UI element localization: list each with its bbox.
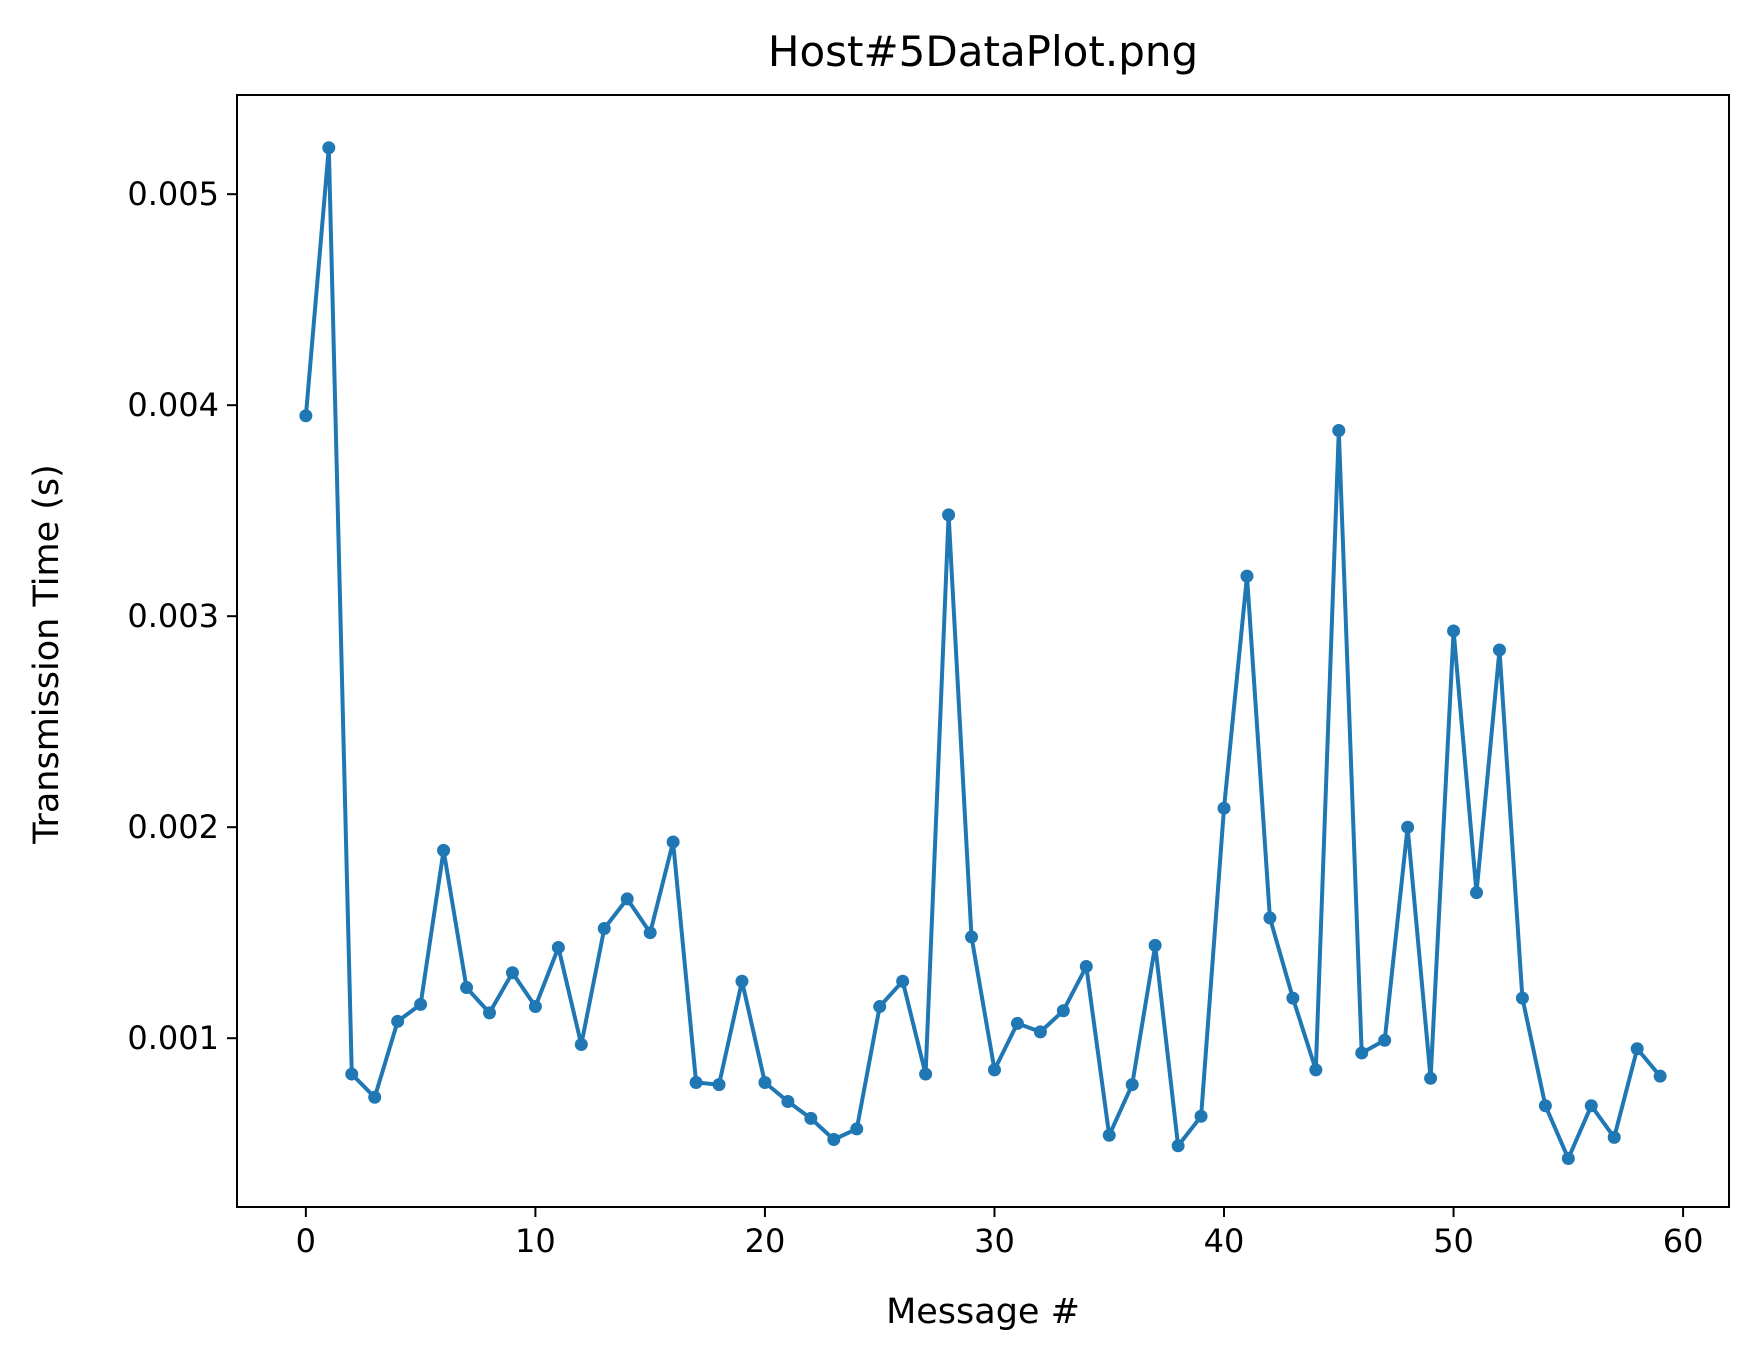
plot-area-frame <box>236 94 1730 1208</box>
y-tick-label: 0.004 <box>127 386 219 424</box>
data-point <box>1194 1109 1208 1123</box>
data-point <box>482 1006 496 1020</box>
data-point <box>712 1078 726 1092</box>
data-point <box>345 1067 359 1081</box>
data-point <box>804 1111 818 1125</box>
x-tick-label: 30 <box>974 1222 1015 1260</box>
data-point <box>1171 1139 1185 1153</box>
data-point <box>1424 1071 1438 1085</box>
data-point <box>620 892 634 906</box>
y-tick-label: 0.001 <box>127 1019 219 1057</box>
x-tick-label: 0 <box>296 1222 316 1260</box>
x-tick-label: 10 <box>515 1222 556 1260</box>
data-point <box>1653 1069 1667 1083</box>
data-point <box>1102 1128 1116 1142</box>
data-point <box>1470 886 1484 900</box>
data-point <box>1492 643 1506 657</box>
data-point <box>1033 1025 1047 1039</box>
data-point <box>827 1132 841 1146</box>
data-point <box>574 1038 588 1052</box>
data-point <box>1561 1151 1575 1165</box>
data-point <box>965 930 979 944</box>
data-point <box>735 974 749 988</box>
data-point <box>1079 959 1093 973</box>
data-point <box>1125 1078 1139 1092</box>
data-point <box>1584 1099 1598 1113</box>
y-tick-label: 0.005 <box>127 175 219 213</box>
data-point <box>1148 938 1162 952</box>
data-point <box>505 966 519 980</box>
data-point <box>299 409 313 423</box>
x-axis-ticks: 0 10 20 30 40 50 60 <box>296 1207 1704 1260</box>
data-point <box>1447 624 1461 638</box>
series-line <box>303 145 1662 1161</box>
data-point <box>551 940 565 954</box>
x-tick-label: 40 <box>1204 1222 1245 1260</box>
data-point <box>850 1122 864 1136</box>
data-point <box>1378 1033 1392 1047</box>
data-point <box>1309 1063 1323 1077</box>
x-axis-label: Message # <box>886 1292 1080 1332</box>
data-point <box>528 1000 542 1014</box>
data-point <box>873 1000 887 1014</box>
data-point <box>460 981 474 995</box>
data-point <box>758 1076 772 1090</box>
data-point <box>1263 911 1277 925</box>
y-axis-label: Transmission Time (s) <box>27 464 67 845</box>
data-point <box>919 1067 933 1081</box>
data-point <box>781 1094 795 1108</box>
data-point <box>414 997 428 1011</box>
y-axis-ticks: 0.001 0.002 0.003 0.004 0.005 <box>127 175 237 1057</box>
data-point <box>643 926 657 940</box>
data-point <box>1355 1046 1369 1060</box>
data-point <box>942 508 956 522</box>
data-point <box>391 1014 405 1028</box>
series-group <box>299 141 1667 1165</box>
data-point <box>689 1076 703 1090</box>
data-point <box>437 843 451 857</box>
data-point <box>1515 991 1529 1005</box>
y-tick-label: 0.002 <box>127 808 219 846</box>
data-point <box>1056 1004 1070 1018</box>
data-point <box>1217 801 1231 815</box>
data-point <box>1401 820 1415 834</box>
data-point <box>1010 1016 1024 1030</box>
x-tick-label: 50 <box>1433 1222 1474 1260</box>
x-tick-label: 60 <box>1663 1222 1704 1260</box>
data-point <box>322 141 336 155</box>
data-point <box>896 974 910 988</box>
data-point <box>1286 991 1300 1005</box>
data-point <box>597 921 611 935</box>
data-point <box>1630 1042 1644 1056</box>
data-point <box>1538 1099 1552 1113</box>
chart-title: Host#5DataPlot.png <box>768 27 1198 76</box>
data-point <box>1607 1130 1621 1144</box>
data-point <box>987 1063 1001 1077</box>
data-point <box>666 835 680 849</box>
x-tick-label: 20 <box>745 1222 786 1260</box>
y-tick-label: 0.003 <box>127 597 219 635</box>
data-point <box>1240 569 1254 583</box>
data-point <box>1332 423 1346 437</box>
data-point <box>368 1090 382 1104</box>
